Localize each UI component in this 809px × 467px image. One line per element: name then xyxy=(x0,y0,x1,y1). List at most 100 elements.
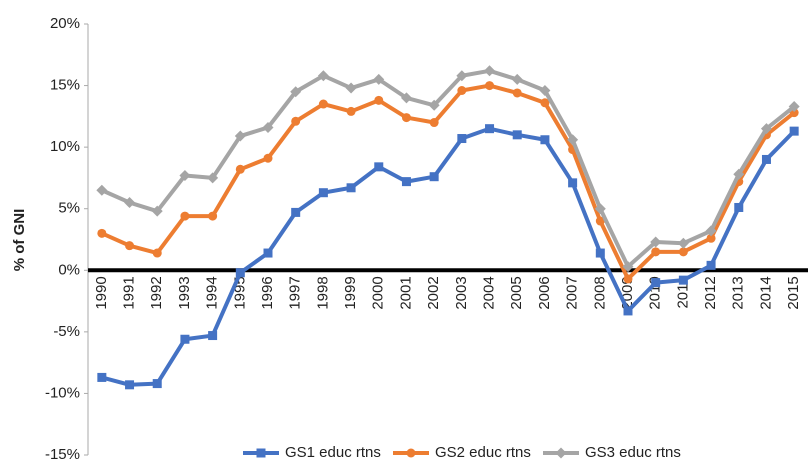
data-point xyxy=(318,188,328,198)
legend-label: GS3 educ rtns xyxy=(585,444,681,461)
x-tick-label: 1991 xyxy=(121,276,138,309)
x-tick-label: 1997 xyxy=(287,276,304,309)
data-point xyxy=(651,278,661,288)
y-tick-label: -10% xyxy=(45,384,80,401)
x-tick-label: 1990 xyxy=(93,276,110,309)
data-point xyxy=(760,123,772,135)
data-point xyxy=(457,85,467,95)
y-tick-label: 10% xyxy=(50,138,80,155)
data-point xyxy=(96,184,108,196)
data-point xyxy=(678,275,688,285)
series-line xyxy=(101,68,796,269)
x-tick-label: 2002 xyxy=(425,276,442,309)
data-point xyxy=(733,168,745,180)
x-tick-label: 2000 xyxy=(370,276,387,309)
data-point xyxy=(262,121,274,133)
data-point xyxy=(457,134,467,144)
data-point xyxy=(346,106,356,116)
data-point xyxy=(291,116,301,126)
data-point xyxy=(705,225,717,237)
y-tick-label: -5% xyxy=(53,323,80,340)
data-point xyxy=(622,261,634,273)
y-axis-label: % of GNI xyxy=(11,209,28,272)
x-tick-label: 2008 xyxy=(591,276,608,309)
data-point xyxy=(706,233,716,243)
data-point xyxy=(512,130,522,140)
x-tick-label: 1999 xyxy=(342,276,359,309)
data-point xyxy=(180,211,190,221)
data-point xyxy=(345,82,357,94)
data-point xyxy=(235,164,245,174)
x-tick-label: 2004 xyxy=(481,276,498,309)
x-tick-label: 2015 xyxy=(785,276,802,309)
data-point xyxy=(97,372,107,382)
data-point xyxy=(789,126,799,136)
data-point xyxy=(429,172,439,182)
data-point xyxy=(651,247,661,257)
data-point xyxy=(373,73,385,85)
x-tick-label: 2013 xyxy=(730,276,747,309)
data-point xyxy=(374,95,384,105)
data-point xyxy=(623,306,633,316)
data-point xyxy=(179,169,191,181)
data-point xyxy=(540,135,550,145)
data-point xyxy=(511,73,523,85)
data-point xyxy=(290,86,302,98)
y-tick-label: 20% xyxy=(50,15,80,32)
data-point xyxy=(208,331,218,341)
x-tick-label: 1993 xyxy=(176,276,193,309)
data-point xyxy=(429,118,439,128)
x-tick-label: 1992 xyxy=(148,276,165,309)
data-point xyxy=(125,241,135,251)
data-point xyxy=(207,172,219,184)
data-point xyxy=(401,113,411,123)
legend-label: GS1 educ rtns xyxy=(285,444,381,461)
data-point xyxy=(152,379,162,389)
data-point xyxy=(124,197,136,209)
data-point xyxy=(540,98,550,108)
x-tick-label: 1995 xyxy=(231,276,248,309)
data-point xyxy=(318,99,328,109)
data-point xyxy=(485,81,495,91)
legend-marker xyxy=(406,448,416,458)
x-tick-label: 2001 xyxy=(397,276,414,309)
data-point xyxy=(678,247,688,257)
data-point xyxy=(484,65,496,77)
data-point xyxy=(401,177,411,187)
y-tick-label: -15% xyxy=(45,446,80,463)
legend-marker xyxy=(555,447,567,459)
data-point xyxy=(152,248,162,258)
data-point xyxy=(568,178,578,188)
data-point xyxy=(208,211,218,221)
series-line xyxy=(101,83,796,281)
data-point xyxy=(180,334,190,344)
data-point xyxy=(374,162,384,172)
series-line xyxy=(101,126,796,387)
data-point xyxy=(623,274,633,284)
data-point xyxy=(512,88,522,98)
x-tick-label: 2006 xyxy=(536,276,553,309)
data-point xyxy=(677,237,689,249)
legend-marker xyxy=(256,448,266,458)
data-point xyxy=(291,207,301,217)
data-point xyxy=(539,84,551,96)
x-tick-label: 2014 xyxy=(757,276,774,309)
y-tick-label: 5% xyxy=(58,200,80,217)
data-point xyxy=(788,101,800,113)
data-point xyxy=(346,183,356,193)
data-point xyxy=(235,268,245,278)
data-point xyxy=(456,70,468,82)
x-tick-label: 2003 xyxy=(453,276,470,309)
x-tick-label: 1998 xyxy=(314,276,331,309)
x-tick-label: 2012 xyxy=(702,276,719,309)
x-tick-label: 1994 xyxy=(204,276,221,309)
data-point xyxy=(734,202,744,212)
data-point xyxy=(428,99,440,111)
data-point xyxy=(595,248,605,258)
data-point xyxy=(594,203,606,215)
data-point xyxy=(151,205,163,217)
data-point xyxy=(234,130,246,142)
data-point xyxy=(125,380,135,390)
data-point xyxy=(595,216,605,226)
